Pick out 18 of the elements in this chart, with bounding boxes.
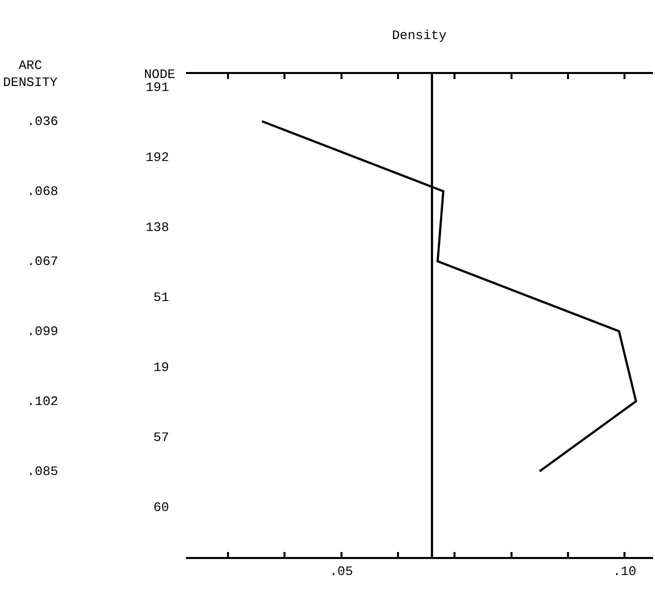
- text: ARC DENSITY: [3, 58, 58, 90]
- y-tick-label: 60: [153, 500, 169, 515]
- data-label: .102: [27, 394, 58, 409]
- y-tick-label: 192: [146, 150, 169, 165]
- data-label: .068: [27, 184, 58, 199]
- y-tick-label: 57: [153, 430, 169, 445]
- data-label: .085: [27, 464, 58, 479]
- data-label: .036: [27, 114, 58, 129]
- data-label: .099: [27, 324, 58, 339]
- x-tick-label: .10: [612, 564, 636, 579]
- y-tick-label: 19: [153, 360, 169, 375]
- y-tick-label: 138: [146, 220, 169, 235]
- x-tick-label: .05: [330, 564, 353, 579]
- y-tick-label: 191: [146, 80, 170, 95]
- data-label: .067: [27, 254, 58, 269]
- y-axis-title: NODE: [144, 67, 176, 82]
- y-tick-label: 51: [153, 290, 170, 305]
- x-axis-title: Density: [392, 28, 447, 43]
